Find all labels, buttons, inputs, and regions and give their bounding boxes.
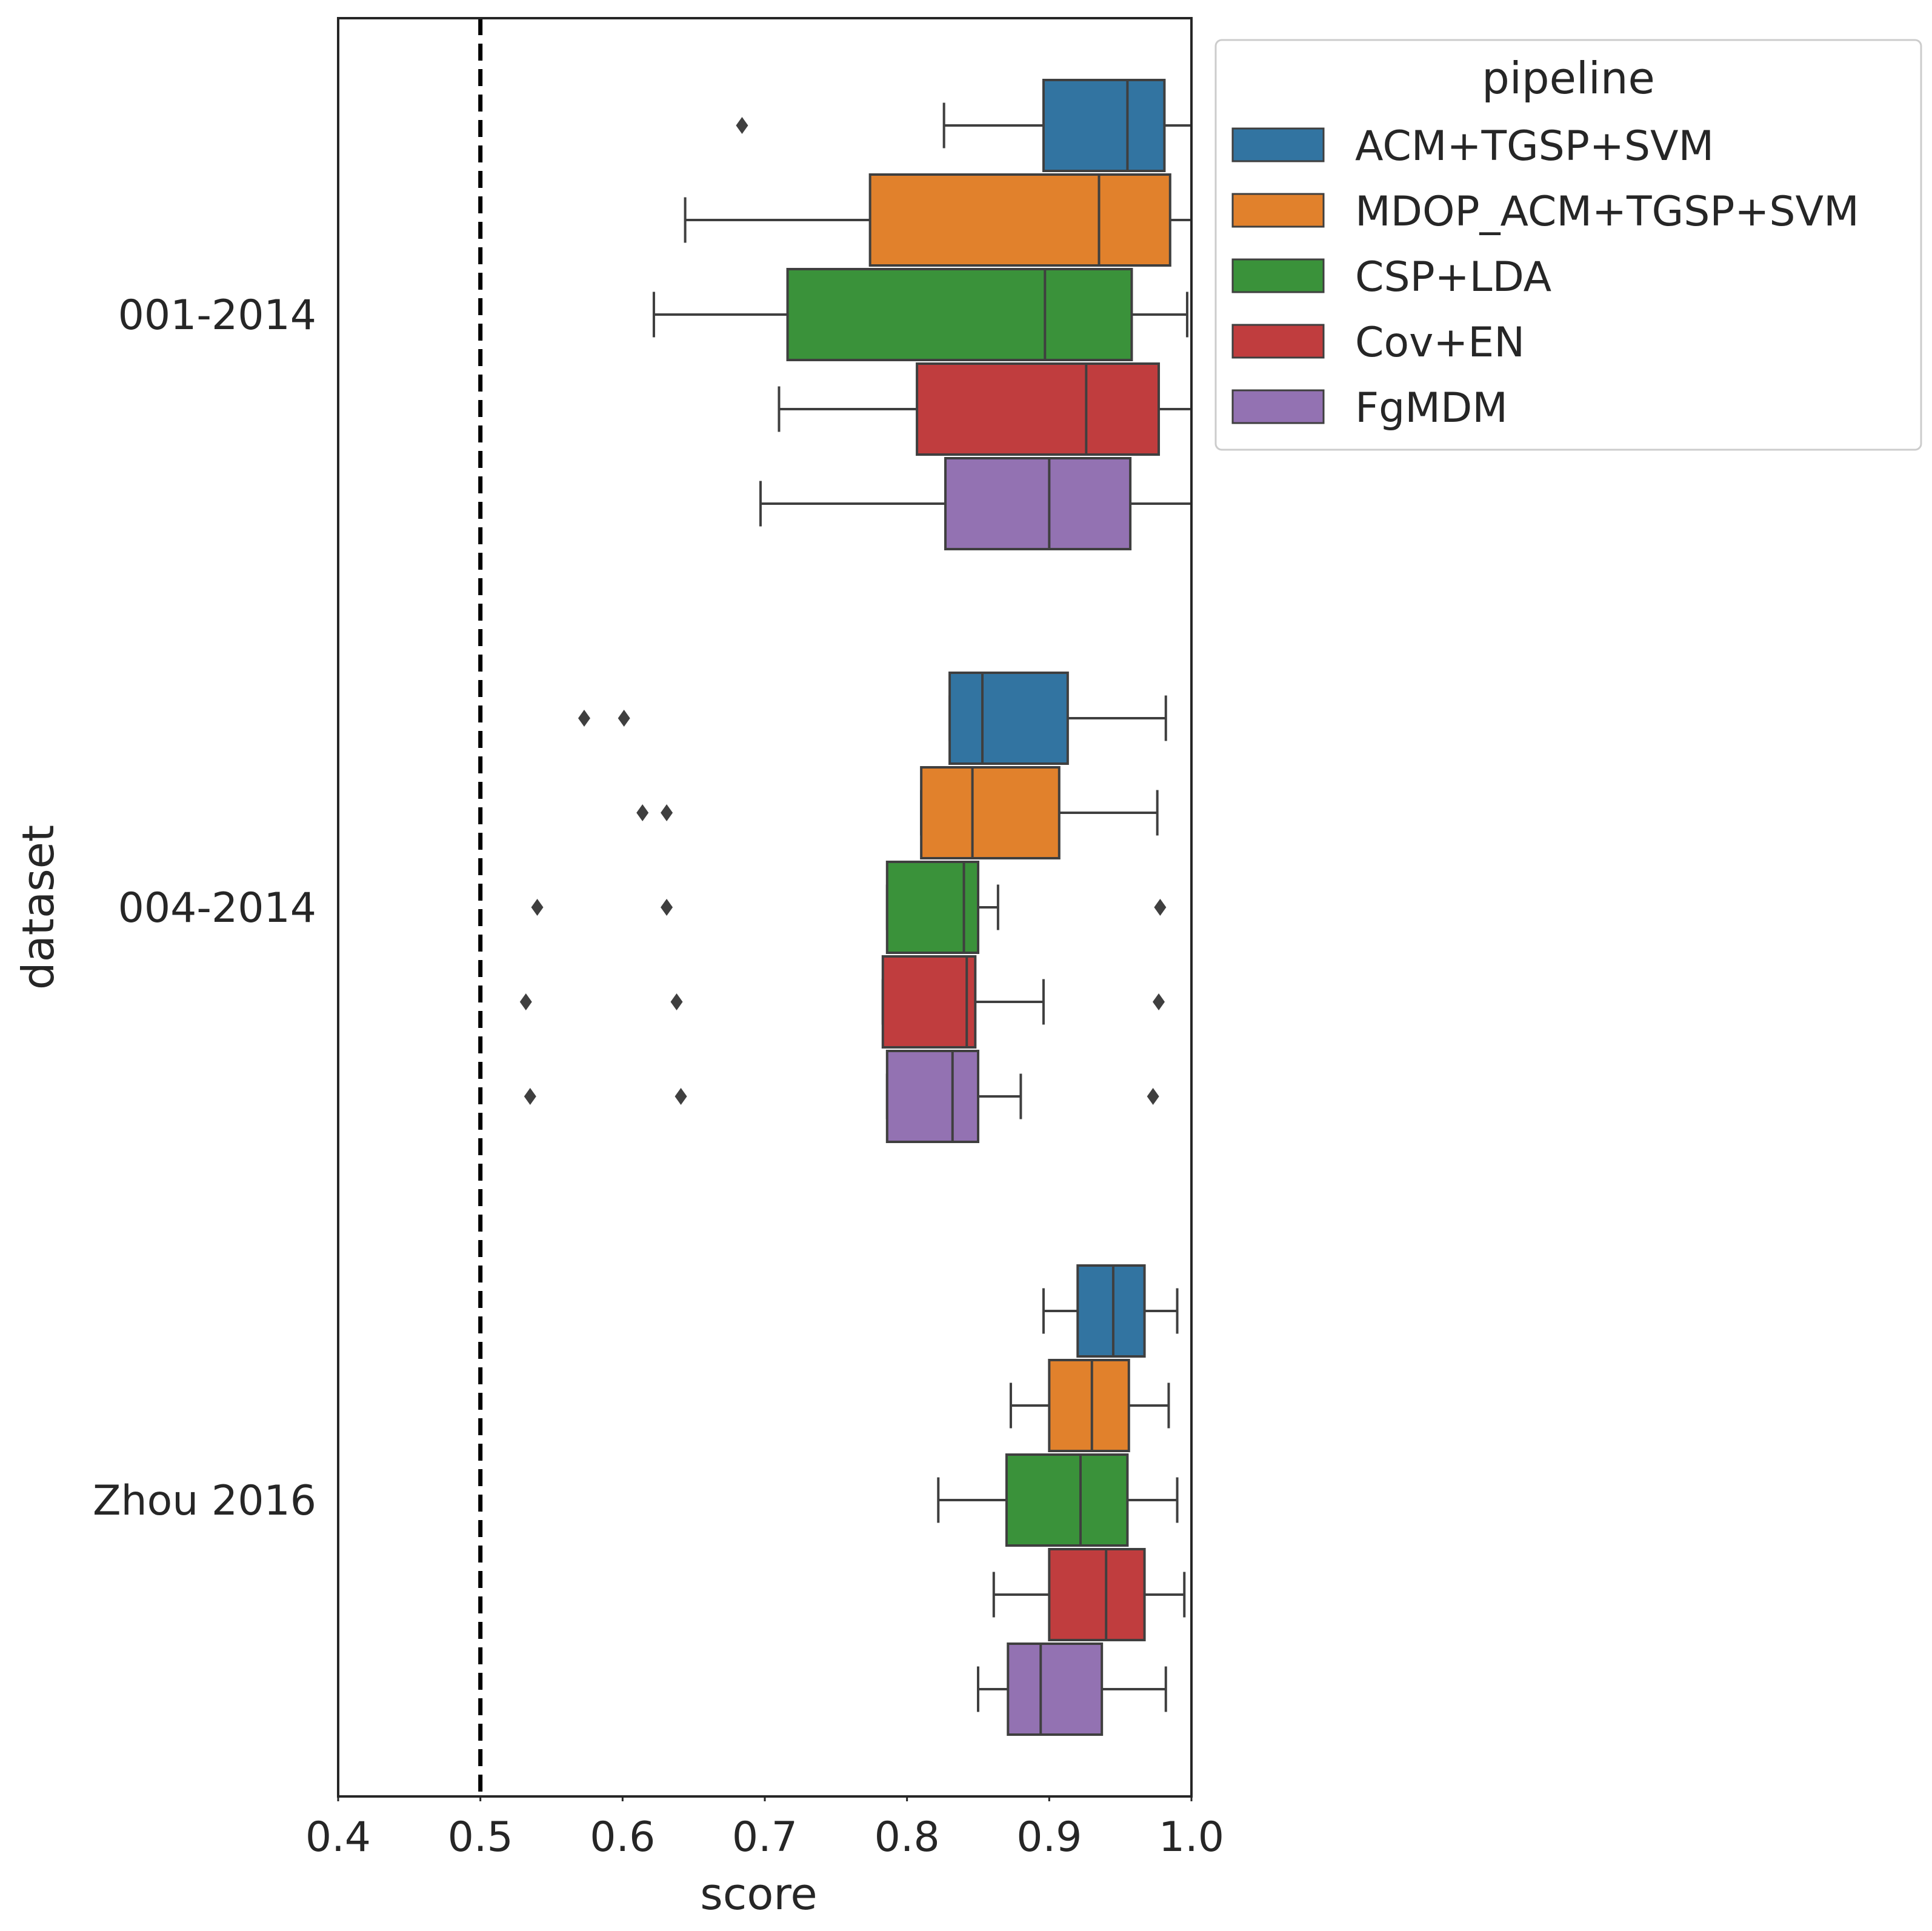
box — [1007, 1643, 1104, 1736]
box-group — [759, 457, 1193, 550]
outlier-point — [661, 804, 673, 821]
legend-items: ACM+TGSP+SVM MDOP_ACM+TGSP+SVM CSP+LDA Cov+… — [1231, 122, 1859, 432]
box-group — [531, 861, 1167, 954]
box — [944, 457, 1132, 550]
x-tick-label: 0.7 — [732, 1813, 798, 1861]
box-group — [1042, 1264, 1179, 1358]
box — [948, 672, 1069, 765]
box — [920, 766, 1061, 859]
box — [1076, 1264, 1146, 1358]
box-group — [1009, 1359, 1170, 1452]
box-group — [524, 1050, 1159, 1143]
box — [868, 173, 1171, 267]
x-tick-label: 0.4 — [305, 1813, 371, 1861]
outlier-point — [1147, 1088, 1159, 1105]
box — [786, 268, 1133, 361]
legend-frame — [1214, 39, 1922, 451]
y-axis-ticks: 001-2014 004-2014 Zhou 2016 — [93, 292, 316, 1525]
box-group — [937, 1453, 1179, 1547]
y-tick-label: Zhou 2016 — [93, 1477, 316, 1525]
legend-label: FgMDM — [1355, 384, 1508, 432]
box-group — [636, 766, 1159, 859]
box — [1048, 1359, 1130, 1452]
box — [1048, 1548, 1146, 1641]
outlier-point — [636, 804, 649, 821]
x-tick-label: 1.0 — [1159, 1813, 1224, 1861]
box-group — [736, 79, 1193, 172]
outlier-point — [618, 710, 630, 727]
box-group — [778, 362, 1193, 456]
y-axis-label: dataset — [13, 825, 64, 990]
x-tick-label: 0.5 — [448, 1813, 513, 1861]
outlier-point — [1154, 899, 1167, 916]
outlier-point — [661, 899, 673, 916]
x-axis-ticks: 0.4 0.5 0.6 0.7 0.8 0.9 1.0 — [305, 1796, 1224, 1861]
outlier-point — [675, 1088, 687, 1105]
outlier-point — [670, 993, 683, 1010]
x-tick-label: 0.8 — [874, 1813, 940, 1861]
outlier-point — [1153, 993, 1165, 1010]
plot-marks — [478, 18, 1193, 1796]
box-group — [578, 672, 1167, 765]
outlier-point — [531, 899, 544, 916]
legend-swatch — [1231, 127, 1325, 162]
outlier-point — [519, 993, 532, 1010]
box-group — [519, 955, 1165, 1049]
legend-swatch — [1231, 389, 1325, 424]
legend-swatch — [1231, 193, 1325, 228]
box — [885, 1050, 980, 1143]
box — [1005, 1453, 1129, 1547]
x-tick-label: 0.9 — [1016, 1813, 1082, 1861]
legend-swatch — [1231, 324, 1325, 359]
legend-label: MDOP_ACM+TGSP+SVM — [1355, 188, 1859, 236]
box-group — [652, 268, 1188, 361]
legend-label: CSP+LDA — [1355, 253, 1551, 301]
legend-label: Cov+EN — [1355, 319, 1525, 367]
box-group — [684, 173, 1193, 267]
y-tick-label: 001-2014 — [118, 292, 316, 339]
outlier-point — [736, 117, 748, 134]
x-tick-label: 0.6 — [590, 1813, 655, 1861]
box — [1042, 79, 1166, 172]
legend-swatch — [1231, 258, 1325, 293]
box — [916, 362, 1161, 456]
box-group — [977, 1643, 1167, 1736]
legend: pipeline ACM+TGSP+SVM MDOP_ACM+TGSP+SVM CS… — [1214, 39, 1922, 451]
y-tick-label: 004-2014 — [118, 884, 316, 932]
box-group — [992, 1548, 1186, 1641]
box — [881, 955, 977, 1049]
outlier-point — [524, 1088, 536, 1105]
legend-label: ACM+TGSP+SVM — [1355, 122, 1714, 170]
outlier-point — [578, 710, 590, 727]
x-axis-label: score — [700, 1869, 817, 1919]
legend-title: pipeline — [1482, 53, 1655, 104]
